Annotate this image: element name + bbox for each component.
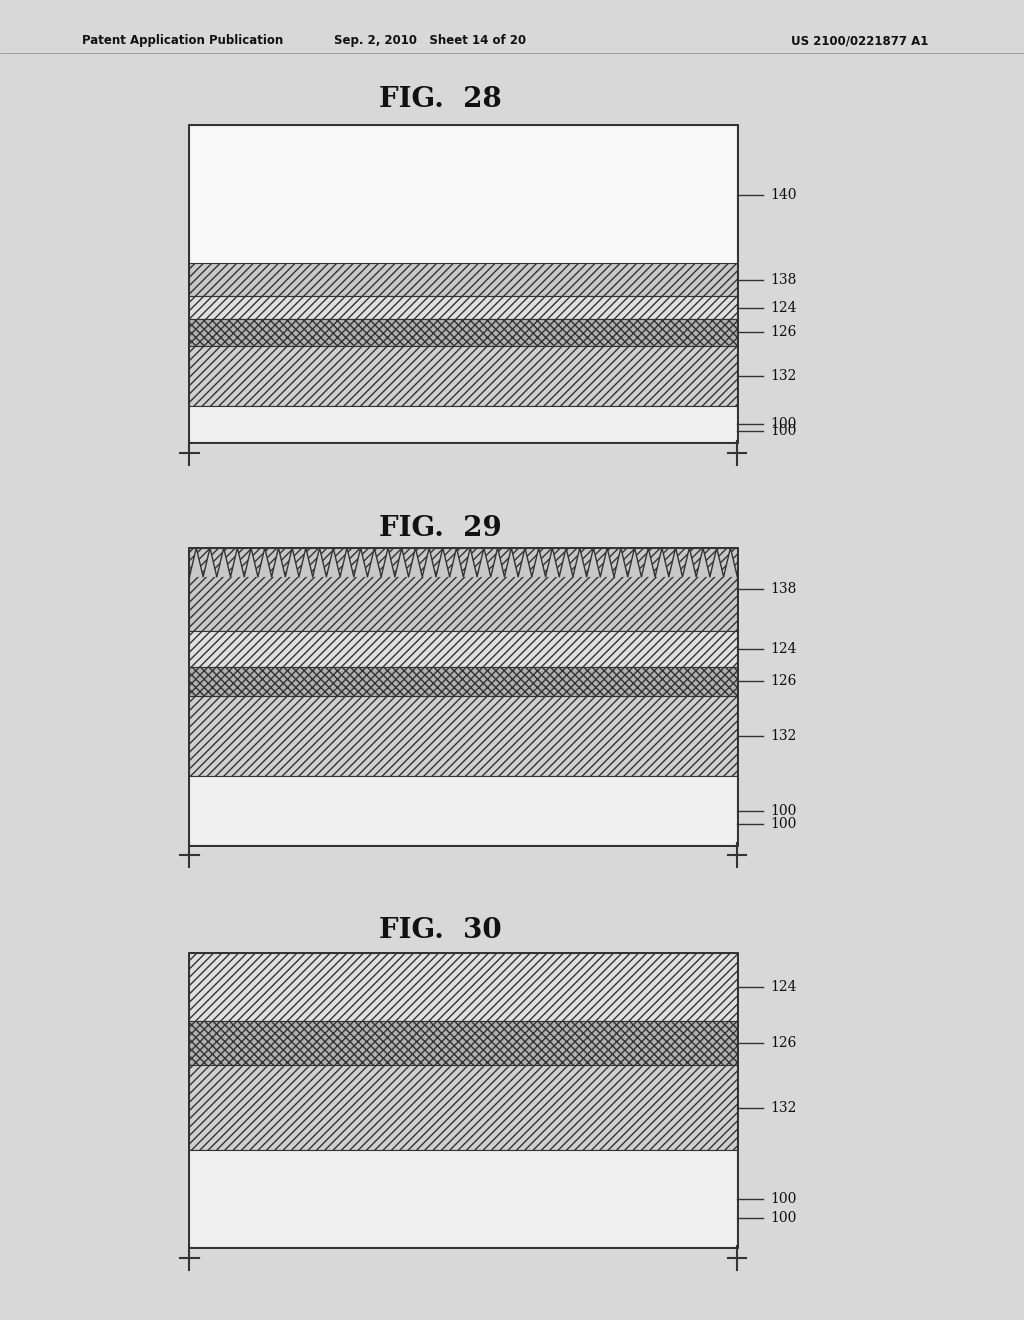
Bar	[189, 697, 737, 776]
Text: 100: 100	[770, 804, 797, 817]
Text: FIG.  30: FIG. 30	[379, 917, 502, 944]
Bar	[189, 297, 737, 318]
Text: 126: 126	[770, 1036, 797, 1049]
Bar	[189, 953, 737, 1247]
Text: US 2100/0221877 A1: US 2100/0221877 A1	[792, 34, 929, 48]
Text: 100: 100	[770, 1192, 797, 1206]
Text: 100: 100	[770, 817, 797, 832]
Text: 140: 140	[770, 187, 797, 202]
Bar	[189, 953, 737, 1020]
Text: 100: 100	[770, 424, 797, 438]
Text: Sep. 2, 2010   Sheet 14 of 20: Sep. 2, 2010 Sheet 14 of 20	[334, 34, 526, 48]
Text: 100: 100	[770, 417, 797, 432]
Text: 132: 132	[770, 730, 797, 743]
Bar	[189, 346, 737, 405]
Text: 138: 138	[770, 582, 797, 597]
Text: 124: 124	[770, 301, 797, 314]
Bar	[189, 776, 737, 845]
Text: 126: 126	[770, 325, 797, 339]
Bar	[189, 1065, 737, 1150]
Text: 138: 138	[770, 273, 797, 286]
Bar	[189, 125, 737, 265]
Bar	[189, 1150, 737, 1247]
Text: 132: 132	[770, 1101, 797, 1114]
Bar	[189, 631, 737, 667]
Text: FIG.  28: FIG. 28	[379, 86, 502, 112]
Bar	[189, 1020, 737, 1065]
Bar	[189, 667, 737, 697]
Bar	[189, 318, 737, 346]
Text: 124: 124	[770, 642, 797, 656]
Text: 126: 126	[770, 675, 797, 689]
Text: 132: 132	[770, 368, 797, 383]
Bar	[189, 548, 737, 631]
Text: 124: 124	[770, 979, 797, 994]
Text: Patent Application Publication: Patent Application Publication	[82, 34, 284, 48]
Text: 100: 100	[770, 1212, 797, 1225]
Bar	[189, 548, 737, 845]
Text: FIG.  29: FIG. 29	[379, 515, 502, 541]
Bar	[189, 125, 737, 442]
Bar	[189, 263, 737, 297]
Bar	[189, 405, 737, 442]
